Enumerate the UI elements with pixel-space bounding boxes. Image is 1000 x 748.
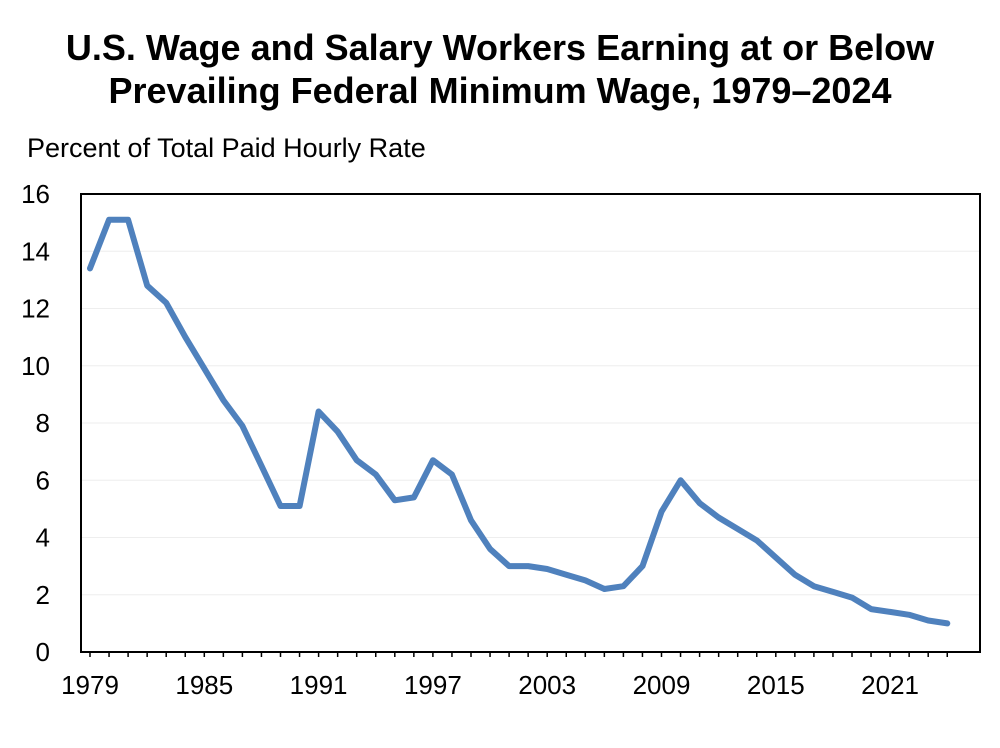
data-point bbox=[697, 500, 703, 506]
plot-area-frame bbox=[80, 193, 981, 653]
data-point bbox=[468, 517, 474, 523]
data-point bbox=[830, 589, 836, 595]
data-point bbox=[925, 618, 931, 624]
x-tick-label: 2021 bbox=[861, 670, 919, 700]
x-tick-label: 1997 bbox=[404, 670, 462, 700]
data-point bbox=[411, 494, 417, 500]
data-point bbox=[392, 497, 398, 503]
data-point bbox=[868, 606, 874, 612]
data-point bbox=[792, 572, 798, 578]
data-point bbox=[811, 583, 817, 589]
y-tick-label: 4 bbox=[36, 523, 50, 553]
y-tick-label: 0 bbox=[36, 637, 50, 667]
data-point bbox=[87, 265, 93, 271]
data-point bbox=[316, 409, 322, 415]
data-point bbox=[887, 609, 893, 615]
data-point bbox=[678, 477, 684, 483]
data-point bbox=[506, 563, 512, 569]
data-point bbox=[335, 429, 341, 435]
data-point bbox=[639, 563, 645, 569]
data-point bbox=[430, 457, 436, 463]
y-tick-label: 6 bbox=[36, 465, 50, 495]
x-tick-label: 1979 bbox=[61, 670, 119, 700]
data-point bbox=[449, 472, 455, 478]
data-point bbox=[278, 503, 284, 509]
data-point bbox=[144, 283, 150, 289]
data-point bbox=[239, 423, 245, 429]
data-point bbox=[373, 472, 379, 478]
chart-title-line2: Prevailing Federal Minimum Wage, 1979–20… bbox=[108, 70, 892, 111]
y-tick-label: 2 bbox=[36, 580, 50, 610]
y-axis-ticks: 0 2 4 6 8 10 12 14 16 bbox=[21, 179, 50, 667]
x-tick-label: 2009 bbox=[633, 670, 691, 700]
y-tick-label: 12 bbox=[21, 294, 50, 324]
x-tick-label: 1991 bbox=[290, 670, 348, 700]
data-point bbox=[258, 463, 264, 469]
data-point bbox=[525, 563, 531, 569]
y-tick-label: 10 bbox=[21, 351, 50, 381]
data-point bbox=[220, 397, 226, 403]
y-tick-label: 8 bbox=[36, 408, 50, 438]
x-tick-label: 1985 bbox=[175, 670, 233, 700]
x-axis-ticks: 1979 1985 1991 1997 2003 2009 2015 2021 bbox=[61, 652, 948, 700]
x-tick-label: 2015 bbox=[747, 670, 805, 700]
chart-title-line1: U.S. Wage and Salary Workers Earning at … bbox=[65, 27, 935, 68]
data-point bbox=[201, 366, 207, 372]
data-point bbox=[754, 537, 760, 543]
data-point bbox=[125, 217, 131, 223]
chart-title: U.S. Wage and Salary Workers Earning at … bbox=[0, 26, 1000, 112]
data-point bbox=[849, 595, 855, 601]
data-point bbox=[735, 526, 741, 532]
data-point bbox=[563, 572, 569, 578]
data-point bbox=[487, 546, 493, 552]
gridlines bbox=[81, 250, 980, 596]
y-axis-label: Percent of Total Paid Hourly Rate bbox=[27, 133, 426, 163]
data-point bbox=[106, 217, 112, 223]
series-line bbox=[87, 216, 951, 627]
data-point bbox=[659, 509, 665, 515]
data-point bbox=[944, 620, 950, 626]
data-point bbox=[297, 503, 303, 509]
data-point bbox=[544, 566, 550, 572]
data-point bbox=[354, 457, 360, 463]
data-point bbox=[620, 583, 626, 589]
data-point bbox=[601, 586, 607, 592]
data-point bbox=[163, 300, 169, 306]
y-tick-label: 14 bbox=[21, 236, 50, 266]
x-tick-label: 2003 bbox=[518, 670, 576, 700]
data-point bbox=[582, 577, 588, 583]
data-point bbox=[906, 612, 912, 618]
y-tick-label: 16 bbox=[21, 179, 50, 209]
series-layer bbox=[87, 216, 951, 627]
data-point bbox=[773, 555, 779, 561]
data-point bbox=[182, 334, 188, 340]
data-point bbox=[716, 514, 722, 520]
